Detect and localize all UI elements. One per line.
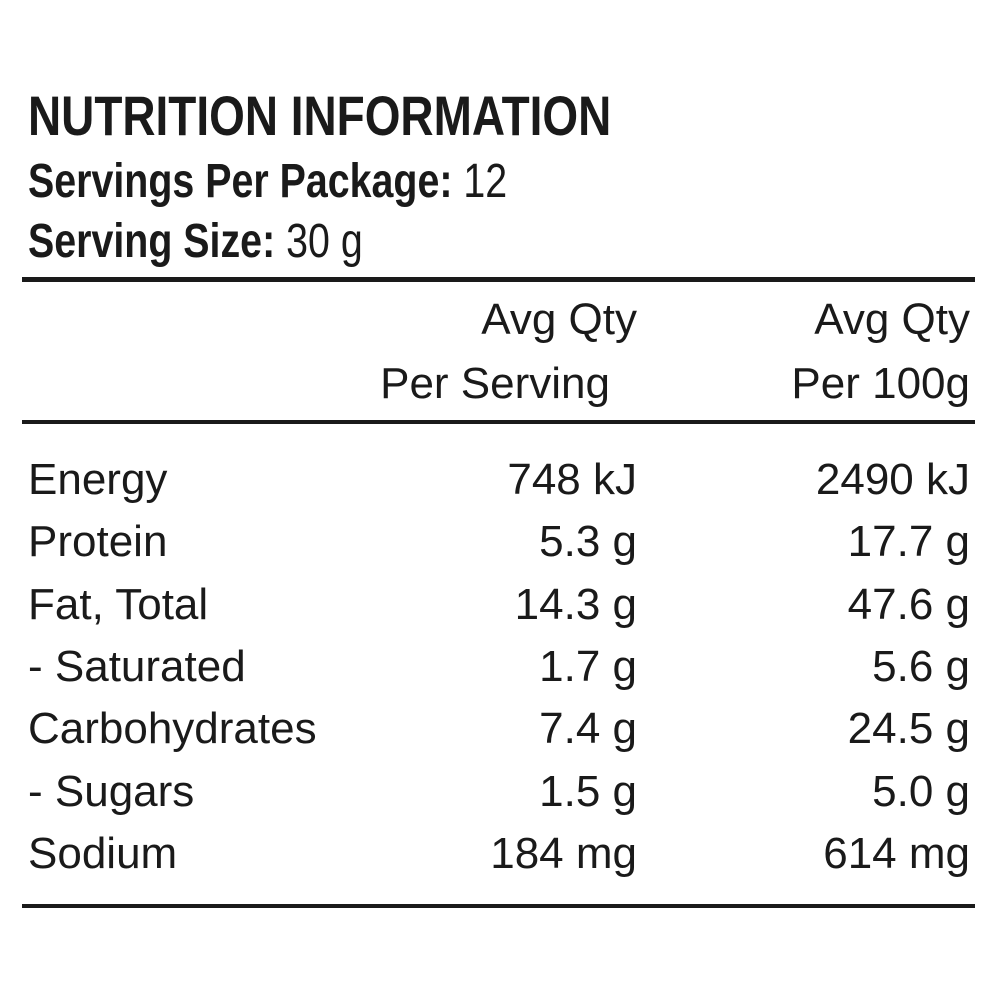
- title: NUTRITION INFORMATION: [28, 84, 612, 147]
- nutrient-name: - Sugars: [28, 766, 195, 816]
- per-100g-value: 2490 kJ: [815, 455, 970, 504]
- per-serving-value: 14.3 g: [514, 579, 637, 629]
- rule: [22, 904, 975, 908]
- nutrient-name: Sodium: [28, 828, 178, 878]
- rule: [22, 277, 975, 282]
- servings-label: Servings Per Package:: [28, 155, 453, 208]
- column-header: Avg Qty: [814, 295, 970, 344]
- per-serving-value: 1.5 g: [539, 766, 637, 816]
- rule: [22, 420, 975, 424]
- per-serving-value: 184 mg: [490, 828, 637, 878]
- per-100g-value: 5.6 g: [872, 641, 970, 691]
- column-header: Avg Qty: [481, 295, 637, 344]
- per-serving-value: 5.3 g: [539, 517, 637, 567]
- nutrient-name: Fat, Total: [28, 579, 209, 629]
- per-100g-value: 5.0 g: [872, 766, 970, 816]
- nutrient-name: - Saturated: [28, 641, 246, 691]
- size-line: Serving Size: 30 g: [28, 218, 363, 266]
- size-label: Serving Size:: [28, 215, 276, 268]
- per-100g-value: 17.7 g: [847, 517, 970, 567]
- per-100g-value: 47.6 g: [847, 579, 970, 629]
- per-100g-value: 24.5 g: [847, 704, 970, 754]
- servings-value: 12: [463, 155, 508, 208]
- nutrient-name: Protein: [28, 517, 168, 567]
- per-100g-value: 614 mg: [823, 828, 970, 878]
- column-header: Per Serving: [380, 359, 610, 408]
- per-serving-value: 1.7 g: [539, 641, 637, 691]
- per-serving-value: 748 kJ: [507, 455, 637, 504]
- column-header: Per 100g: [791, 359, 970, 408]
- nutrient-name: Carbohydrates: [28, 704, 317, 754]
- size-value: 30 g: [286, 215, 363, 268]
- nutrient-name: Energy: [28, 455, 168, 504]
- servings-line: Servings Per Package: 12: [28, 158, 507, 206]
- per-serving-value: 7.4 g: [539, 704, 637, 754]
